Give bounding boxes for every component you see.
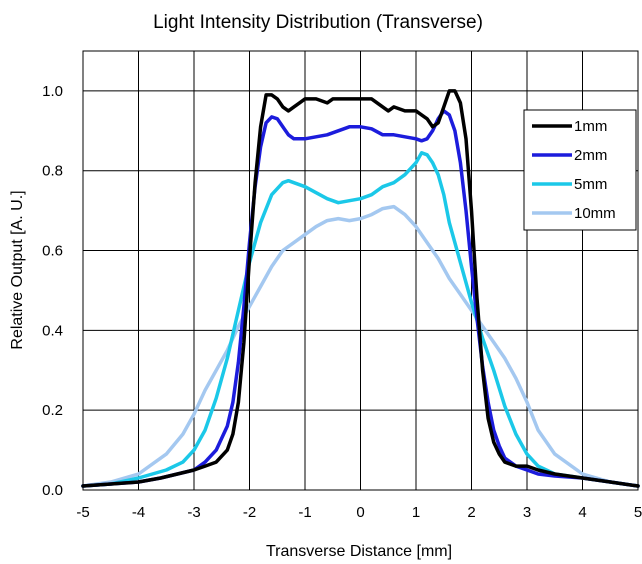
series-line-10mm — [81, 204, 640, 488]
legend-box — [523, 109, 637, 231]
x-tick-label: -4 — [132, 504, 145, 521]
y-tick-label: 0.8 — [42, 163, 63, 180]
chart-title: Light Intensity Distribution (Transverse… — [153, 12, 483, 33]
x-tick-label: -2 — [243, 504, 256, 521]
x-tick-label: -1 — [298, 504, 311, 521]
x-tick-label: -3 — [187, 504, 200, 521]
y-tick-label: 0.0 — [42, 482, 63, 499]
series-lines — [81, 89, 640, 488]
x-tick-label: 4 — [578, 504, 586, 521]
y-tick-label: 0.6 — [42, 243, 63, 260]
plot-frame — [82, 50, 639, 491]
x-axis-label: Transverse Distance [mm] — [266, 543, 452, 560]
x-tick-label: 0 — [356, 504, 364, 521]
y-tick-label: 1.0 — [42, 83, 63, 100]
x-tick-label: -5 — [76, 504, 89, 521]
series-line-1mm — [81, 89, 640, 488]
x-tick-label: 5 — [634, 504, 642, 521]
y-tick-label: 0.4 — [42, 322, 63, 339]
series-line-5mm — [81, 151, 640, 488]
y-tick-label: 0.2 — [42, 402, 63, 419]
tick-labels: -5 -4 -3 -2 -1 0 1 2 3 4 5 0.0 0.2 0.4 0.6 0.8 1.0 — [42, 83, 642, 521]
x-tick-label: 1 — [412, 504, 420, 521]
legend: 1mm 2mm 5mm 10mm — [523, 109, 637, 231]
x-tick-label: 3 — [523, 504, 531, 521]
x-tick-label: 2 — [467, 504, 475, 521]
y-axis-label: Relative Output [A. U.] — [9, 190, 26, 349]
legend-label-2mm: 2mm — [574, 147, 607, 164]
series-line-2mm — [81, 109, 640, 488]
legend-label-5mm: 5mm — [574, 176, 607, 193]
legend-label-1mm: 1mm — [574, 118, 607, 135]
legend-label-10mm: 10mm — [574, 205, 616, 222]
